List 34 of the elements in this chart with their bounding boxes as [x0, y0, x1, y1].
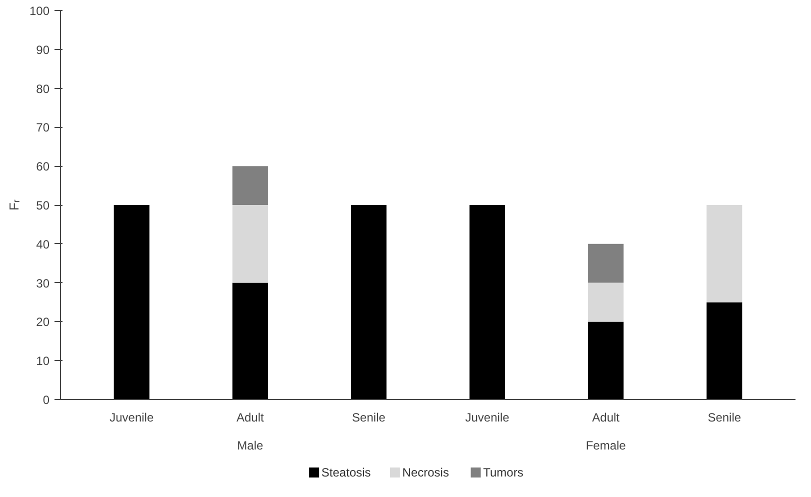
- y-tick-label: 10: [36, 354, 50, 368]
- bar: [588, 244, 624, 283]
- x-tick-label: Juvenile: [465, 410, 510, 424]
- text: Male: [237, 438, 264, 452]
- bar: [469, 205, 506, 400]
- y-tick-label: 60: [36, 160, 50, 174]
- y-tick-label: 30: [36, 276, 50, 290]
- y-tick-label: 70: [36, 120, 50, 135]
- bar: [588, 322, 624, 400]
- y-tick-label: 100: [29, 4, 50, 18]
- text: Female: [586, 438, 626, 452]
- x-tick-label: Senile: [352, 410, 386, 424]
- legend-label: Steatosis: [321, 466, 371, 480]
- x-tick-label: Juvenile: [110, 410, 154, 424]
- y-tick-label: 90: [36, 42, 50, 57]
- y-tick-label: 20: [36, 315, 50, 330]
- y-tick-label: 80: [36, 82, 50, 96]
- x-tick-label: Adult: [236, 410, 265, 424]
- bar: [350, 205, 387, 400]
- y-axis-title: Fᵣ: [6, 199, 22, 211]
- bar: [232, 205, 268, 283]
- bar: [706, 205, 742, 302]
- y-tick-label: 40: [36, 237, 50, 252]
- legend-label: Tumors: [483, 466, 524, 480]
- bar: [232, 282, 268, 400]
- x-tick-label: Senile: [708, 410, 742, 424]
- bar: [588, 282, 624, 322]
- y-tick-label: 0: [42, 393, 50, 407]
- legend-label: Necrosis: [402, 466, 449, 480]
- bar: [114, 205, 150, 400]
- y-tick-label: 50: [36, 198, 50, 212]
- bar: [706, 302, 742, 400]
- x-tick-label: Adult: [592, 410, 620, 424]
- bar: [232, 166, 268, 205]
